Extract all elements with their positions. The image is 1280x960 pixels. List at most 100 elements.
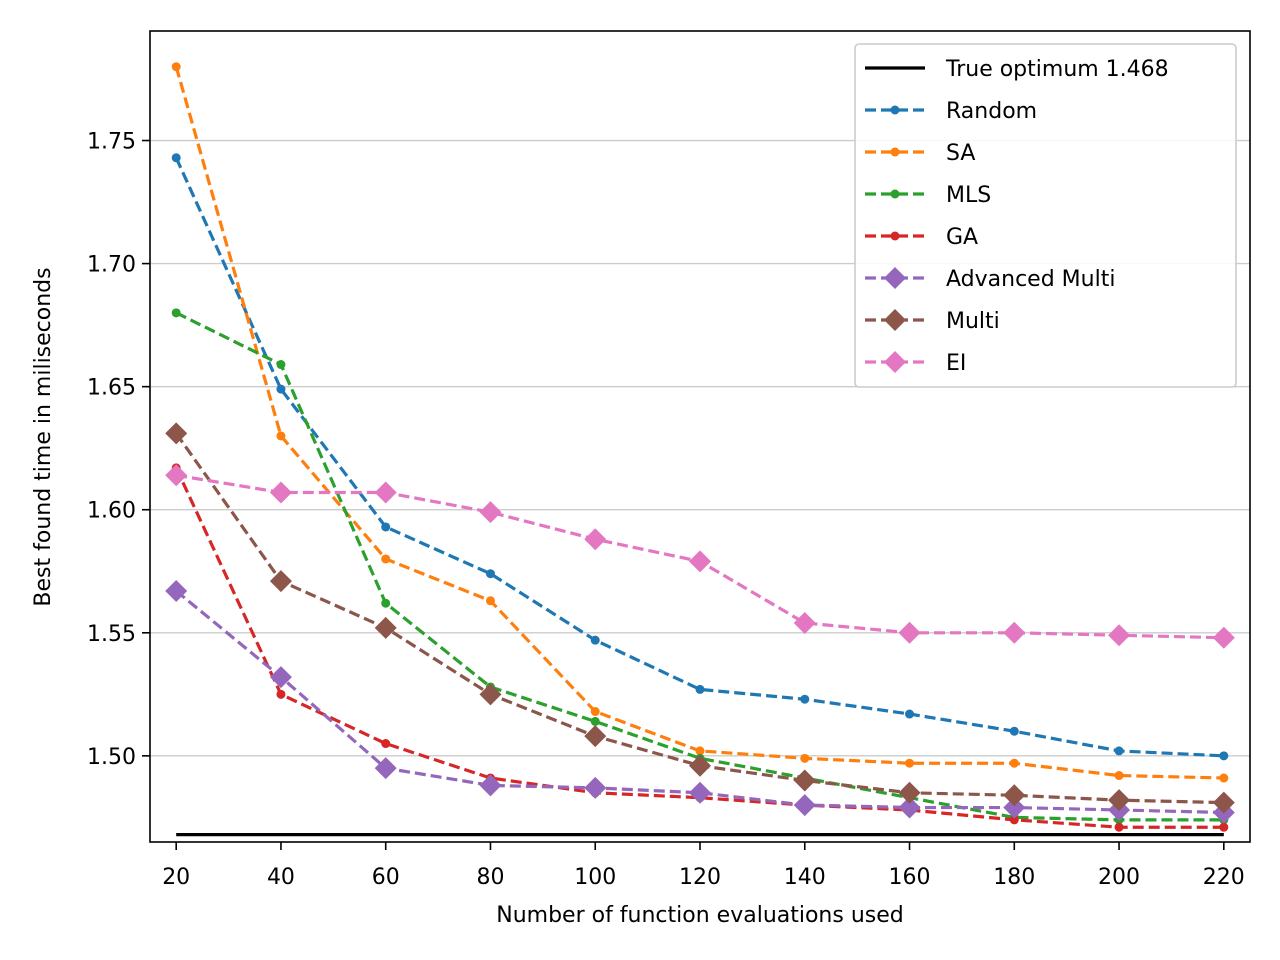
data-point-multi	[584, 725, 607, 748]
y-axis: 1.50 1.55 1.60 1.65 1.70 1.75	[87, 130, 150, 770]
data-point-sa	[905, 758, 915, 768]
data-point-sa	[1219, 773, 1229, 783]
data-point-random	[276, 384, 286, 394]
data-point-multi	[1003, 784, 1026, 807]
data-point-mls	[276, 360, 286, 370]
legend-marker-mls	[890, 189, 900, 199]
data-point-ei	[374, 481, 397, 504]
data-point-ei	[165, 464, 188, 487]
data-point-multi	[689, 754, 711, 777]
x-tick-label: 160	[889, 865, 931, 890]
series-line-ga	[174, 467, 1224, 829]
legend-label-multi: Multi	[946, 309, 1000, 334]
data-point-random	[381, 522, 391, 532]
x-tick-label: 220	[1203, 865, 1245, 890]
legend-label-mls: MLS	[946, 183, 991, 208]
data-point-random	[800, 694, 810, 704]
y-tick-label: 1.70	[87, 253, 136, 278]
x-tick-label: 180	[993, 865, 1035, 890]
data-point-ei	[584, 528, 607, 551]
data-point-multi	[269, 570, 292, 593]
legend-marker-ei	[884, 351, 906, 373]
legend-label-random: Random	[946, 99, 1037, 124]
y-tick-label: 1.75	[87, 130, 136, 155]
data-point-multi	[1212, 791, 1235, 814]
data-point-sa	[485, 596, 495, 606]
legend-label-sa: SA	[946, 141, 975, 166]
data-point-ei	[1212, 626, 1235, 649]
x-tick-label: 60	[372, 865, 400, 890]
data-point-advanced-multi	[793, 794, 816, 817]
series-line-mls	[175, 311, 1224, 822]
data-point-advanced-multi	[165, 579, 188, 602]
legend-marker-advanced-multi	[884, 267, 906, 289]
data-point-ei	[269, 481, 292, 504]
data-point-sa	[276, 431, 286, 441]
data-point-multi	[1108, 789, 1131, 812]
legend-entry-true-optimum-1-468: True optimum 1.468	[865, 57, 1169, 82]
data-point-random	[1114, 746, 1124, 756]
data-point-sa	[590, 707, 600, 717]
legend-label-ga: GA	[946, 225, 978, 250]
data-point-mls	[171, 308, 181, 318]
data-point-random	[1219, 751, 1229, 761]
data-point-random	[590, 635, 600, 645]
series-sa	[171, 62, 1229, 783]
y-tick-label: 1.60	[87, 499, 136, 524]
data-point-sa	[1009, 758, 1019, 768]
x-tick-label: 20	[162, 865, 190, 890]
x-axis: 20 40 60 80 100 120 140 160 180 200 220	[162, 842, 1245, 890]
legend-marker-ga	[890, 231, 900, 241]
data-point-ei	[793, 611, 816, 634]
legend-label-true-optimum-1-468: True optimum 1.468	[945, 57, 1169, 82]
series-advanced-multi	[165, 579, 1235, 824]
data-point-multi	[165, 422, 188, 445]
legend-marker-sa	[890, 147, 900, 157]
series-line-advanced-multi	[175, 589, 1224, 815]
data-point-random	[905, 709, 915, 719]
legend: True optimum 1.468 Random SA MLS GA Advanced …	[854, 43, 1237, 388]
data-point-sa	[1114, 771, 1124, 781]
series-ei	[165, 464, 1235, 649]
series-line-random	[174, 157, 1224, 758]
legend-entry-multi: Multi	[865, 309, 1000, 334]
data-point-advanced-multi	[1003, 796, 1026, 819]
legend-label-ei: EI	[946, 351, 966, 376]
data-point-ei	[1108, 624, 1131, 647]
legend-entry-ga: GA	[865, 225, 978, 250]
data-point-mls	[590, 716, 600, 726]
data-point-advanced-multi	[584, 776, 607, 799]
y-axis-label: Best found time in miliseconds	[31, 267, 56, 606]
data-point-advanced-multi	[269, 666, 292, 689]
data-point-sa	[800, 753, 810, 763]
data-point-ei	[689, 550, 711, 573]
data-point-ga	[381, 739, 391, 749]
legend-marker-multi	[884, 309, 906, 331]
data-point-mls	[381, 598, 391, 608]
data-point-ga	[276, 689, 286, 699]
data-point-ei	[898, 621, 921, 644]
x-tick-label: 120	[679, 865, 721, 890]
y-tick-label: 1.55	[87, 622, 136, 647]
legend-entry-mls: MLS	[865, 183, 991, 208]
legend-entry-advanced-multi: Advanced Multi	[865, 267, 1115, 292]
legend-entry-ei: EI	[865, 351, 966, 376]
legend-marker-random	[890, 105, 900, 115]
data-point-random	[1009, 726, 1019, 736]
x-axis-label: Number of function evaluations used	[496, 903, 904, 928]
data-point-advanced-multi	[374, 757, 397, 780]
legend-entry-random: Random	[865, 99, 1037, 124]
data-point-sa	[695, 746, 705, 756]
x-tick-label: 80	[476, 865, 504, 890]
data-point-multi	[479, 683, 502, 706]
legend-box	[854, 43, 1237, 388]
data-point-multi	[898, 781, 921, 804]
y-tick-label: 1.65	[87, 376, 136, 401]
grid-lines	[150, 139, 1250, 757]
data-point-random	[171, 153, 181, 163]
data-point-multi	[374, 616, 397, 639]
series-multi	[165, 422, 1235, 814]
data-point-ei	[1003, 621, 1026, 644]
legend-entry-sa: SA	[865, 141, 975, 166]
